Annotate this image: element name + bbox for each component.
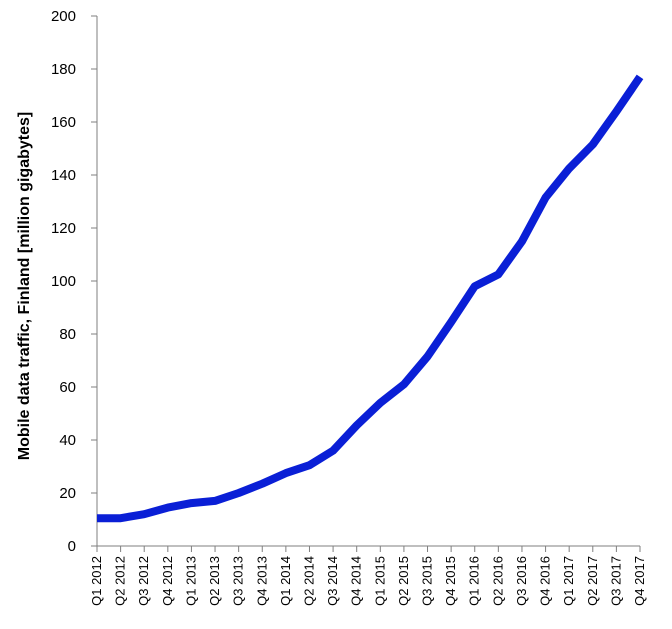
y-tick-label: 120: [51, 220, 76, 237]
y-tick-label: 180: [51, 61, 76, 78]
x-tick-label: Q2 2017: [585, 556, 600, 606]
x-tick-label: Q2 2016: [490, 556, 505, 606]
y-tick-label: 140: [51, 167, 76, 184]
x-tick-label: Q4 2017: [632, 556, 647, 606]
x-tick-label: Q2 2012: [113, 556, 128, 606]
x-tick-label: Q2 2013: [207, 556, 222, 606]
x-tick-label: Q4 2012: [160, 556, 175, 606]
y-tick-label: 60: [59, 379, 76, 396]
x-tick-label: Q1 2014: [278, 556, 293, 606]
x-tick-label: Q3 2014: [325, 556, 340, 606]
x-tick-label: Q1 2012: [89, 556, 104, 606]
x-axis: Q1 2012 Q2 2012 Q3 2012 Q4 2012 Q1 2013 Q2 20…: [89, 545, 647, 606]
x-tick-label: Q4 2016: [538, 556, 553, 606]
y-axis: 0 20 40 60 80 100 120 140 160 180 200: [51, 8, 98, 555]
x-tick-label: Q1 2013: [183, 556, 198, 606]
series-layer: [96, 74, 644, 523]
x-tick-label: Q1 2016: [467, 556, 482, 606]
y-tick-label: 80: [59, 326, 76, 343]
series-line: [97, 74, 644, 523]
x-tick-label: Q2 2014: [301, 556, 316, 606]
x-tick-label: Q4 2015: [443, 556, 458, 606]
y-tick-label: 20: [59, 485, 76, 502]
x-tick-label: Q1 2015: [372, 556, 387, 606]
x-tick-label: Q4 2014: [349, 556, 364, 606]
x-tick-label: Q3 2013: [231, 556, 246, 606]
x-tick-label: Q3 2015: [420, 556, 435, 606]
x-tick-label: Q1 2017: [561, 556, 576, 606]
y-tick-label: 160: [51, 114, 76, 131]
y-tick-label: 40: [59, 432, 76, 449]
y-tick-label: 100: [51, 273, 76, 290]
x-tick-label: Q4 2013: [254, 556, 269, 606]
x-tick-label: Q2 2015: [396, 556, 411, 606]
x-tick-label: Q3 2017: [608, 556, 623, 606]
y-tick-label: 0: [68, 538, 76, 555]
y-axis-title: Mobile data traffic, Finland [million gi…: [16, 112, 33, 460]
x-tick-label: Q3 2012: [136, 556, 151, 606]
y-tick-label: 200: [51, 8, 76, 25]
x-tick-label: Q3 2016: [514, 556, 529, 606]
